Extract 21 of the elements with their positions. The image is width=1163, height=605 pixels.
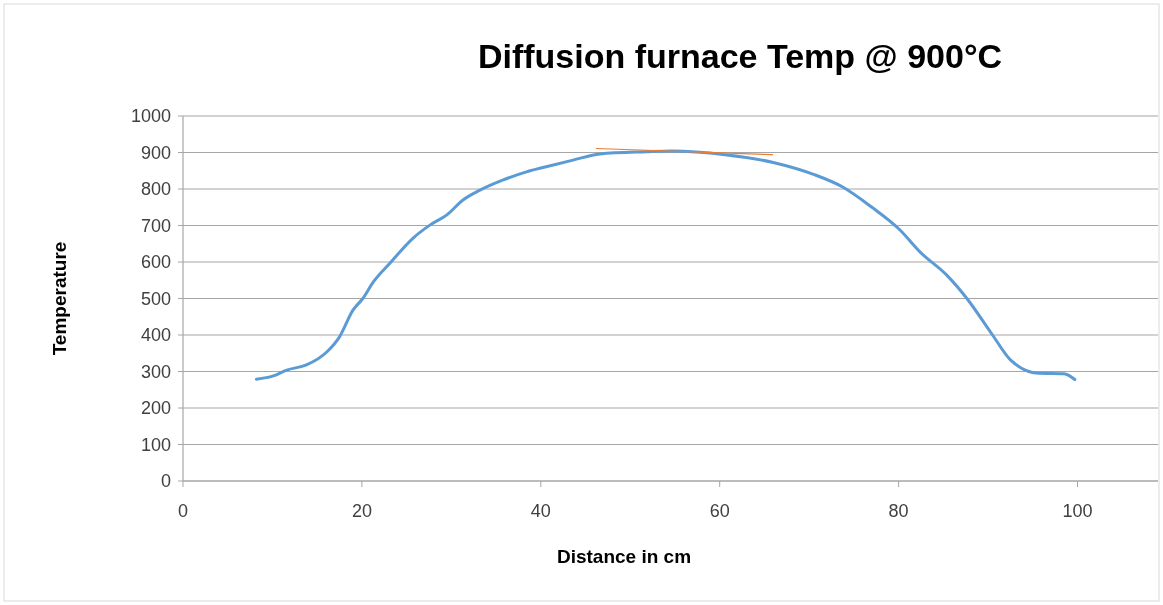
y-tick-label: 400 bbox=[140, 325, 171, 346]
y-tick-label: 0 bbox=[160, 471, 171, 492]
y-axis-title: Temperature bbox=[49, 241, 70, 356]
y-tick-label: 300 bbox=[140, 361, 171, 382]
x-tick-label: 40 bbox=[530, 501, 551, 521]
y-tick-label: 800 bbox=[140, 179, 171, 200]
line-series bbox=[254, 149, 1077, 382]
x-axis-title: Distance in cm bbox=[556, 546, 692, 567]
y-tick-label: 600 bbox=[140, 252, 171, 273]
y-tick-label: 500 bbox=[140, 288, 171, 309]
x-tick-label: 20 bbox=[351, 501, 372, 521]
y-tick-label: 700 bbox=[140, 215, 171, 236]
x-tick-label: 100 bbox=[1062, 501, 1093, 521]
y-tick-label: 100 bbox=[140, 434, 171, 455]
y-tick-label: 1000 bbox=[130, 106, 171, 127]
y-tick-label: 200 bbox=[140, 398, 171, 419]
x-tick-label: 60 bbox=[709, 501, 730, 521]
chart-title: Diffusion furnace Temp @ 900°C bbox=[477, 37, 1003, 75]
x-tick-label: 0 bbox=[177, 501, 189, 521]
y-tick-label: 900 bbox=[140, 142, 171, 163]
x-tick-label: 80 bbox=[888, 501, 909, 521]
